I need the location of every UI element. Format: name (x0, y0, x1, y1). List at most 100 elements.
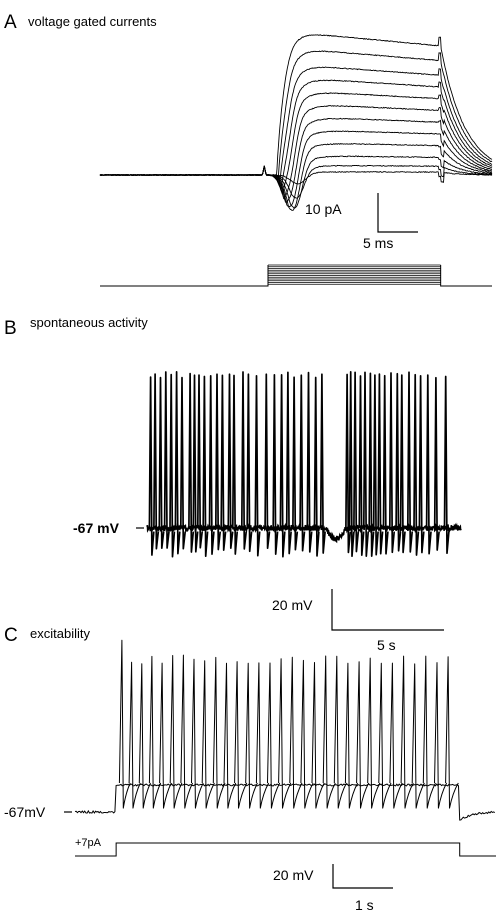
panel-a-current-trace (99, 143, 493, 211)
panel-b-spike (382, 374, 389, 555)
panel-b-spike (272, 373, 279, 555)
panel-c-scale-bar: 20 mV 1 s (273, 864, 393, 913)
panel-c-spike (344, 662, 359, 809)
panel-a-scale-bar-lines (377, 193, 418, 233)
panel-b-scale-y-label: 20 mV (272, 597, 313, 613)
panel-b-spike (368, 372, 375, 557)
panel-c-current-step-line (75, 842, 496, 857)
panel-b-spike (174, 371, 181, 555)
panel-b-spike (231, 374, 239, 555)
panel-b-spike (220, 374, 227, 551)
panel-b-spike (148, 376, 155, 556)
panel-a-current-trace (99, 79, 493, 192)
panel-b-spike (279, 374, 286, 558)
panel-b-spike (192, 374, 199, 553)
panel-c-spike (255, 662, 270, 809)
panel-c-spike (333, 655, 347, 809)
panel-a-scale-y-label: 10 pA (305, 201, 342, 217)
panel-b-spike (313, 376, 320, 557)
panel-c-voltage-trace (74, 639, 496, 821)
panel-b-spike (292, 376, 299, 551)
panel-b-spike (163, 371, 170, 549)
panel-c-spike (118, 639, 131, 809)
panel-b-spike (353, 371, 360, 553)
panel-c-spike (267, 662, 281, 809)
panel-c-spike (356, 661, 370, 809)
panel-a-title: voltage gated currents (28, 14, 157, 29)
panel-c-subthreshold (74, 783, 496, 821)
panel-b-spike (188, 372, 195, 553)
panel-b-spike (388, 372, 396, 554)
panel-c-scale-y-label: 20 mV (273, 867, 314, 883)
panel-c-spike (159, 662, 172, 809)
panel-c-spike (138, 663, 151, 809)
panel-b: B spontaneous activity -67 mV 20 mV 5 s (4, 315, 462, 653)
panel-b-spike (179, 376, 187, 550)
panel-a-voltage-command (100, 264, 492, 287)
panel-c-spike (378, 662, 392, 809)
panel-c-scale-x-label: 1 s (355, 897, 374, 913)
panel-c-spike (234, 661, 248, 809)
panel-b-voltage-trace (146, 370, 462, 558)
panel-c-spike (445, 656, 459, 809)
panel-c-spike (128, 661, 141, 809)
panel-a-current-traces (99, 34, 493, 211)
panel-c-current-step (75, 842, 496, 857)
panel-c-baseline-label: -67mV (4, 804, 46, 820)
panel-a-current-trace (99, 155, 493, 209)
panel-b-spike (418, 374, 425, 554)
panel-b-spike (425, 374, 432, 555)
panel-a-scale-bar: 10 pA 5 ms (305, 193, 418, 251)
panel-b-letter: B (4, 318, 17, 339)
panel-a-scale-x-label: 5 ms (363, 235, 393, 251)
panel-c-spike (434, 662, 448, 809)
panel-b-spike (358, 375, 365, 556)
panel-b-scale-x-label: 5 s (377, 637, 396, 653)
panel-b-spike (433, 376, 440, 551)
panel-c-spike (223, 662, 237, 809)
panel-a: A voltage gated currents 10 pA 5 ms (4, 12, 493, 287)
panel-b-spike (208, 374, 215, 555)
panel-c: C excitability -67mV +7pA 20 mV 1 s (4, 625, 496, 913)
panel-b-spike (345, 373, 352, 554)
panel-b-spike (254, 374, 261, 557)
panel-b-scale-bar-lines (331, 589, 444, 631)
panel-c-current-label: +7pA (75, 837, 102, 849)
panel-b-scale-bar: 20 mV 5 s (272, 589, 444, 653)
panel-b-spike (377, 373, 384, 555)
panel-c-scale-bar-lines (332, 864, 393, 889)
panel-a-current-trace (99, 92, 493, 195)
panel-b-title: spontaneous activity (30, 315, 148, 330)
panel-b-spike (240, 371, 248, 550)
panel-c-spike (322, 655, 336, 809)
panel-c-spike (411, 663, 425, 809)
panel-b-spike (264, 373, 271, 550)
panel-c-spike (180, 654, 194, 809)
panel-c-spike (422, 655, 436, 809)
panel-b-spike (413, 373, 420, 556)
panel-b-spike (395, 372, 402, 552)
panel-b-spike (202, 375, 209, 558)
panel-c-spike (389, 662, 403, 809)
panel-b-spike (153, 373, 160, 550)
panel-b-baseline-label: -67 mV (73, 520, 120, 536)
panel-c-spike (201, 660, 215, 809)
panel-c-title: excitability (30, 626, 90, 641)
panel-b-spike (158, 376, 165, 549)
panel-b-spike (306, 371, 313, 553)
panel-c-spike (148, 655, 162, 809)
panel-a-current-trace (99, 34, 493, 180)
panel-b-spike (399, 374, 406, 554)
panel-a-letter: A (4, 12, 17, 33)
panel-b-spike (372, 374, 379, 556)
panel-c-spike (212, 656, 226, 809)
panel-c-spike (169, 655, 183, 809)
panel-c-spike (300, 659, 314, 809)
panel-b-spike (406, 371, 414, 553)
panel-b-spike (227, 373, 234, 549)
panel-b-spike (246, 373, 253, 553)
panel-b-spike (362, 371, 370, 557)
panel-c-spike (400, 655, 414, 809)
panel-b-spike (299, 374, 306, 552)
panel-c-spike (245, 662, 258, 809)
